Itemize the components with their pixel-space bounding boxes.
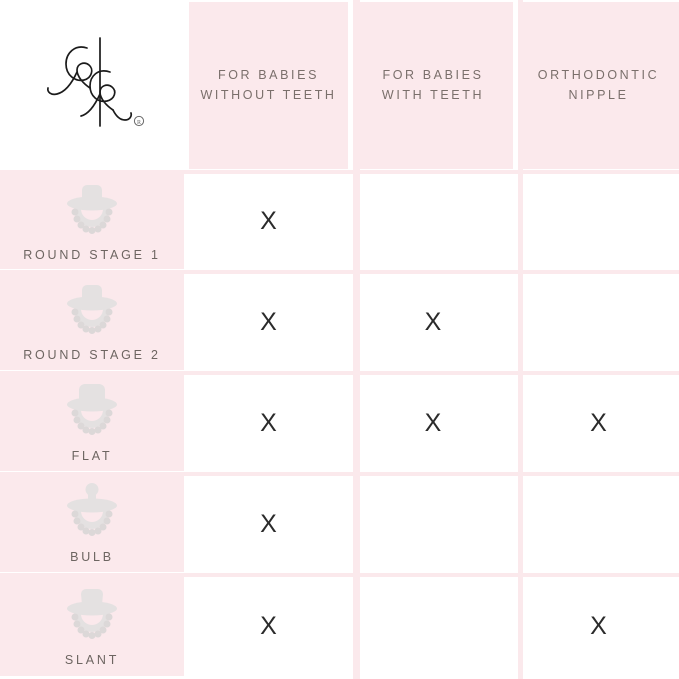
column-header-orthodontic: ORTHODONTIC NIPPLE [518,0,679,172]
cell-round-stage-2-with-teeth: X [353,272,518,373]
pacifier-round-icon [67,184,117,234]
ryan-and-rose-logo-icon: R [32,28,152,144]
column-header-no-teeth: FOR BABIES WITHOUT TEETH [189,0,353,172]
pacifier-bulb-icon [67,483,117,536]
row-header-label: ROUND STAGE 2 [23,348,161,362]
pacifier-flat-icon [67,384,117,435]
check-mark-x: X [424,408,442,437]
cell-bulb-no-teeth: X [189,474,353,575]
cell-round-stage-1-with-teeth [353,172,518,272]
cell-bulb-with-teeth [353,474,518,575]
cell-round-stage-2-orthodontic [518,272,679,373]
check-mark-x: X [260,612,277,640]
cell-flat-orthodontic: X [518,373,679,474]
column-header-label: FOR BABIES WITH TEETH [381,68,485,102]
grid-gutter-vertical [518,0,523,679]
row-header-slant: SLANT [0,575,189,679]
pacifier-round-icon [67,285,117,334]
cell-round-stage-2-no-teeth: X [189,272,353,373]
check-mark-x: X [260,307,277,336]
cell-slant-with-teeth [353,575,518,679]
pacifier-slant-icon [67,588,117,639]
grid-gutter-horizontal [0,170,679,174]
check-mark-x: X [260,207,277,235]
cell-flat-with-teeth: X [353,373,518,474]
column-header-label: ORTHODONTIC NIPPLE [537,68,660,102]
check-mark-x: X [260,408,277,437]
cell-slant-orthodontic: X [518,575,679,679]
row-header-label: ROUND STAGE 1 [23,247,161,262]
registered-trademark-icon: R [133,115,145,126]
row-header-label: BULB [70,550,114,564]
row-header-round-stage-1: ROUND STAGE 1 [0,172,189,272]
check-mark-x: X [424,307,442,336]
grid-gutter-horizontal [0,270,679,274]
check-mark-x: X [590,408,607,437]
svg-text:R: R [137,120,141,126]
grid-gutter-vertical [184,0,189,172]
column-header-label: FOR BABIES WITHOUT TEETH [200,68,337,102]
grid-gutter-vertical [353,0,360,679]
cell-round-stage-1-orthodontic [518,172,679,272]
grid-gutter-horizontal [0,371,679,375]
cell-round-stage-1-no-teeth: X [189,172,353,272]
check-mark-x: X [260,509,277,538]
cell-slant-no-teeth: X [189,575,353,679]
row-header-flat: FLAT [0,373,189,474]
row-header-label: FLAT [71,449,113,463]
column-header-with-teeth: FOR BABIES WITH TEETH [353,0,518,172]
row-header-round-stage-2: ROUND STAGE 2 [0,272,189,373]
grid-gutter-horizontal [0,573,679,577]
cell-flat-no-teeth: X [189,373,353,474]
cell-bulb-orthodontic [518,474,679,575]
row-header-bulb: BULB [0,474,189,575]
row-header-label: SLANT [64,652,120,667]
brand-logo-cell: R [0,0,189,172]
check-mark-x: X [590,612,607,640]
grid-gutter-horizontal [0,472,679,476]
